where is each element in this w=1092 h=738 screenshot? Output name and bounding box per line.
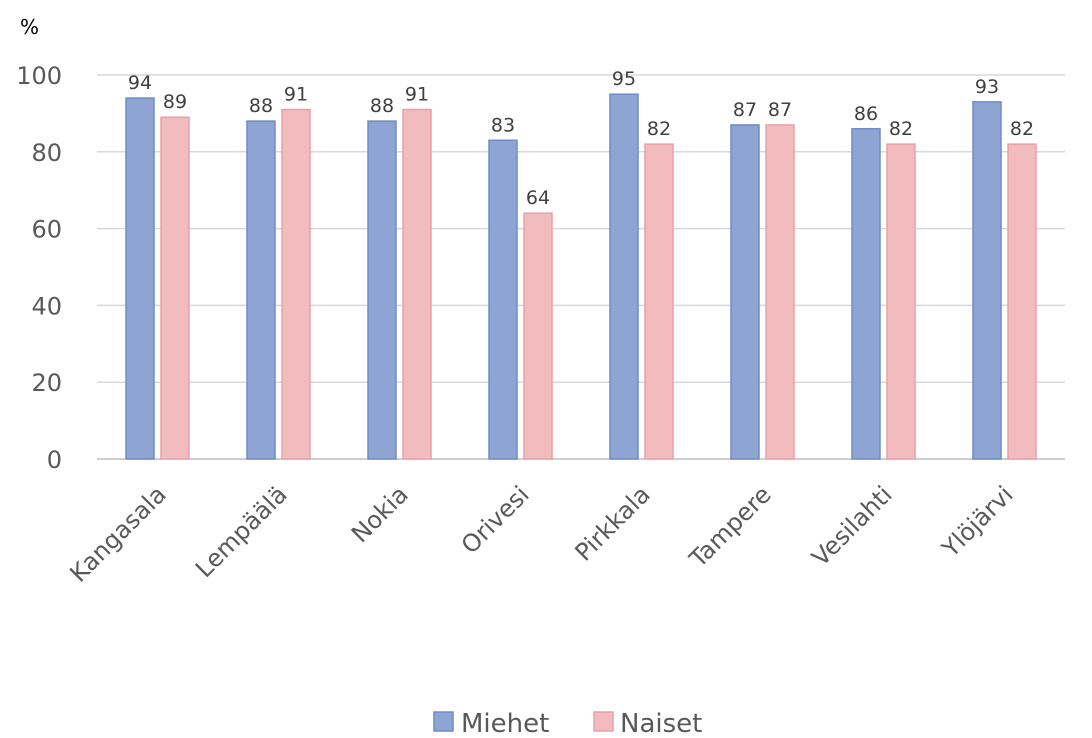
data-label: 91 xyxy=(405,84,429,106)
y-tick-label: 100 xyxy=(16,62,62,90)
legend-swatch-miehet xyxy=(433,711,454,732)
data-label: 88 xyxy=(249,95,273,117)
data-label: 82 xyxy=(889,118,913,140)
x-tick-label: Kangasala xyxy=(64,480,171,587)
data-label: 89 xyxy=(163,91,187,113)
x-tick-label: Pirkkala xyxy=(570,480,656,566)
data-labels: 94 89 88 91 88 91 83 64 95 82 87 87 86 82 93 82 xyxy=(128,68,1034,209)
y-tick-label: 40 xyxy=(31,292,62,320)
legend-label-naiset: Naiset xyxy=(620,709,702,738)
bar-miehet-4 xyxy=(609,93,639,460)
bar-naiset-2 xyxy=(402,108,432,460)
x-tick-label: Nokia xyxy=(346,480,414,548)
data-label: 87 xyxy=(733,99,757,121)
bar-naiset-1 xyxy=(281,108,311,460)
bar-miehet-7 xyxy=(972,101,1002,460)
x-tick-label: Lempäälä xyxy=(190,480,293,583)
data-label: 93 xyxy=(975,76,999,98)
bar-miehet-3 xyxy=(488,139,518,460)
bar-naiset-0 xyxy=(160,116,190,460)
gridlines xyxy=(97,74,1065,460)
bar-naiset-3 xyxy=(523,212,553,460)
data-label: 87 xyxy=(768,99,792,121)
bars xyxy=(125,93,1037,460)
y-tick-label: 20 xyxy=(31,369,62,397)
legend-swatch-naiset xyxy=(593,711,614,732)
bar-naiset-4 xyxy=(644,143,674,460)
y-tick-label: 0 xyxy=(47,446,62,474)
bar-miehet-6 xyxy=(851,128,881,460)
x-tick-label: Vesilahti xyxy=(806,480,897,571)
data-label: 82 xyxy=(647,118,671,140)
y-axis-ticks: 0 20 40 60 80 100 xyxy=(16,62,62,474)
data-label: 86 xyxy=(854,103,878,125)
bar-naiset-6 xyxy=(886,143,916,460)
data-label: 94 xyxy=(128,72,152,94)
legend: Miehet Naiset xyxy=(433,709,702,738)
bar-naiset-5 xyxy=(765,124,795,460)
y-axis-unit-label: % xyxy=(20,15,39,39)
bar-naiset-7 xyxy=(1007,143,1037,460)
x-tick-label: Ylöjärvi xyxy=(936,480,1019,563)
data-label: 91 xyxy=(284,84,308,106)
bar-miehet-2 xyxy=(367,120,397,460)
data-label: 95 xyxy=(612,68,636,90)
data-label: 82 xyxy=(1010,118,1034,140)
legend-label-miehet: Miehet xyxy=(461,709,549,738)
bar-miehet-0 xyxy=(125,97,155,460)
y-tick-label: 80 xyxy=(31,139,62,167)
data-label: 64 xyxy=(526,187,550,209)
x-axis-category-labels: Kangasala Lempäälä Nokia Orivesi Pirkkala Tam… xyxy=(64,480,1018,587)
bar-miehet-5 xyxy=(730,124,760,460)
data-label: 88 xyxy=(370,95,394,117)
y-tick-label: 60 xyxy=(31,216,62,244)
x-tick-label: Tampere xyxy=(683,480,776,573)
data-label: 83 xyxy=(491,114,515,136)
x-tick-label: Orivesi xyxy=(456,480,535,559)
bar-miehet-1 xyxy=(246,120,276,460)
